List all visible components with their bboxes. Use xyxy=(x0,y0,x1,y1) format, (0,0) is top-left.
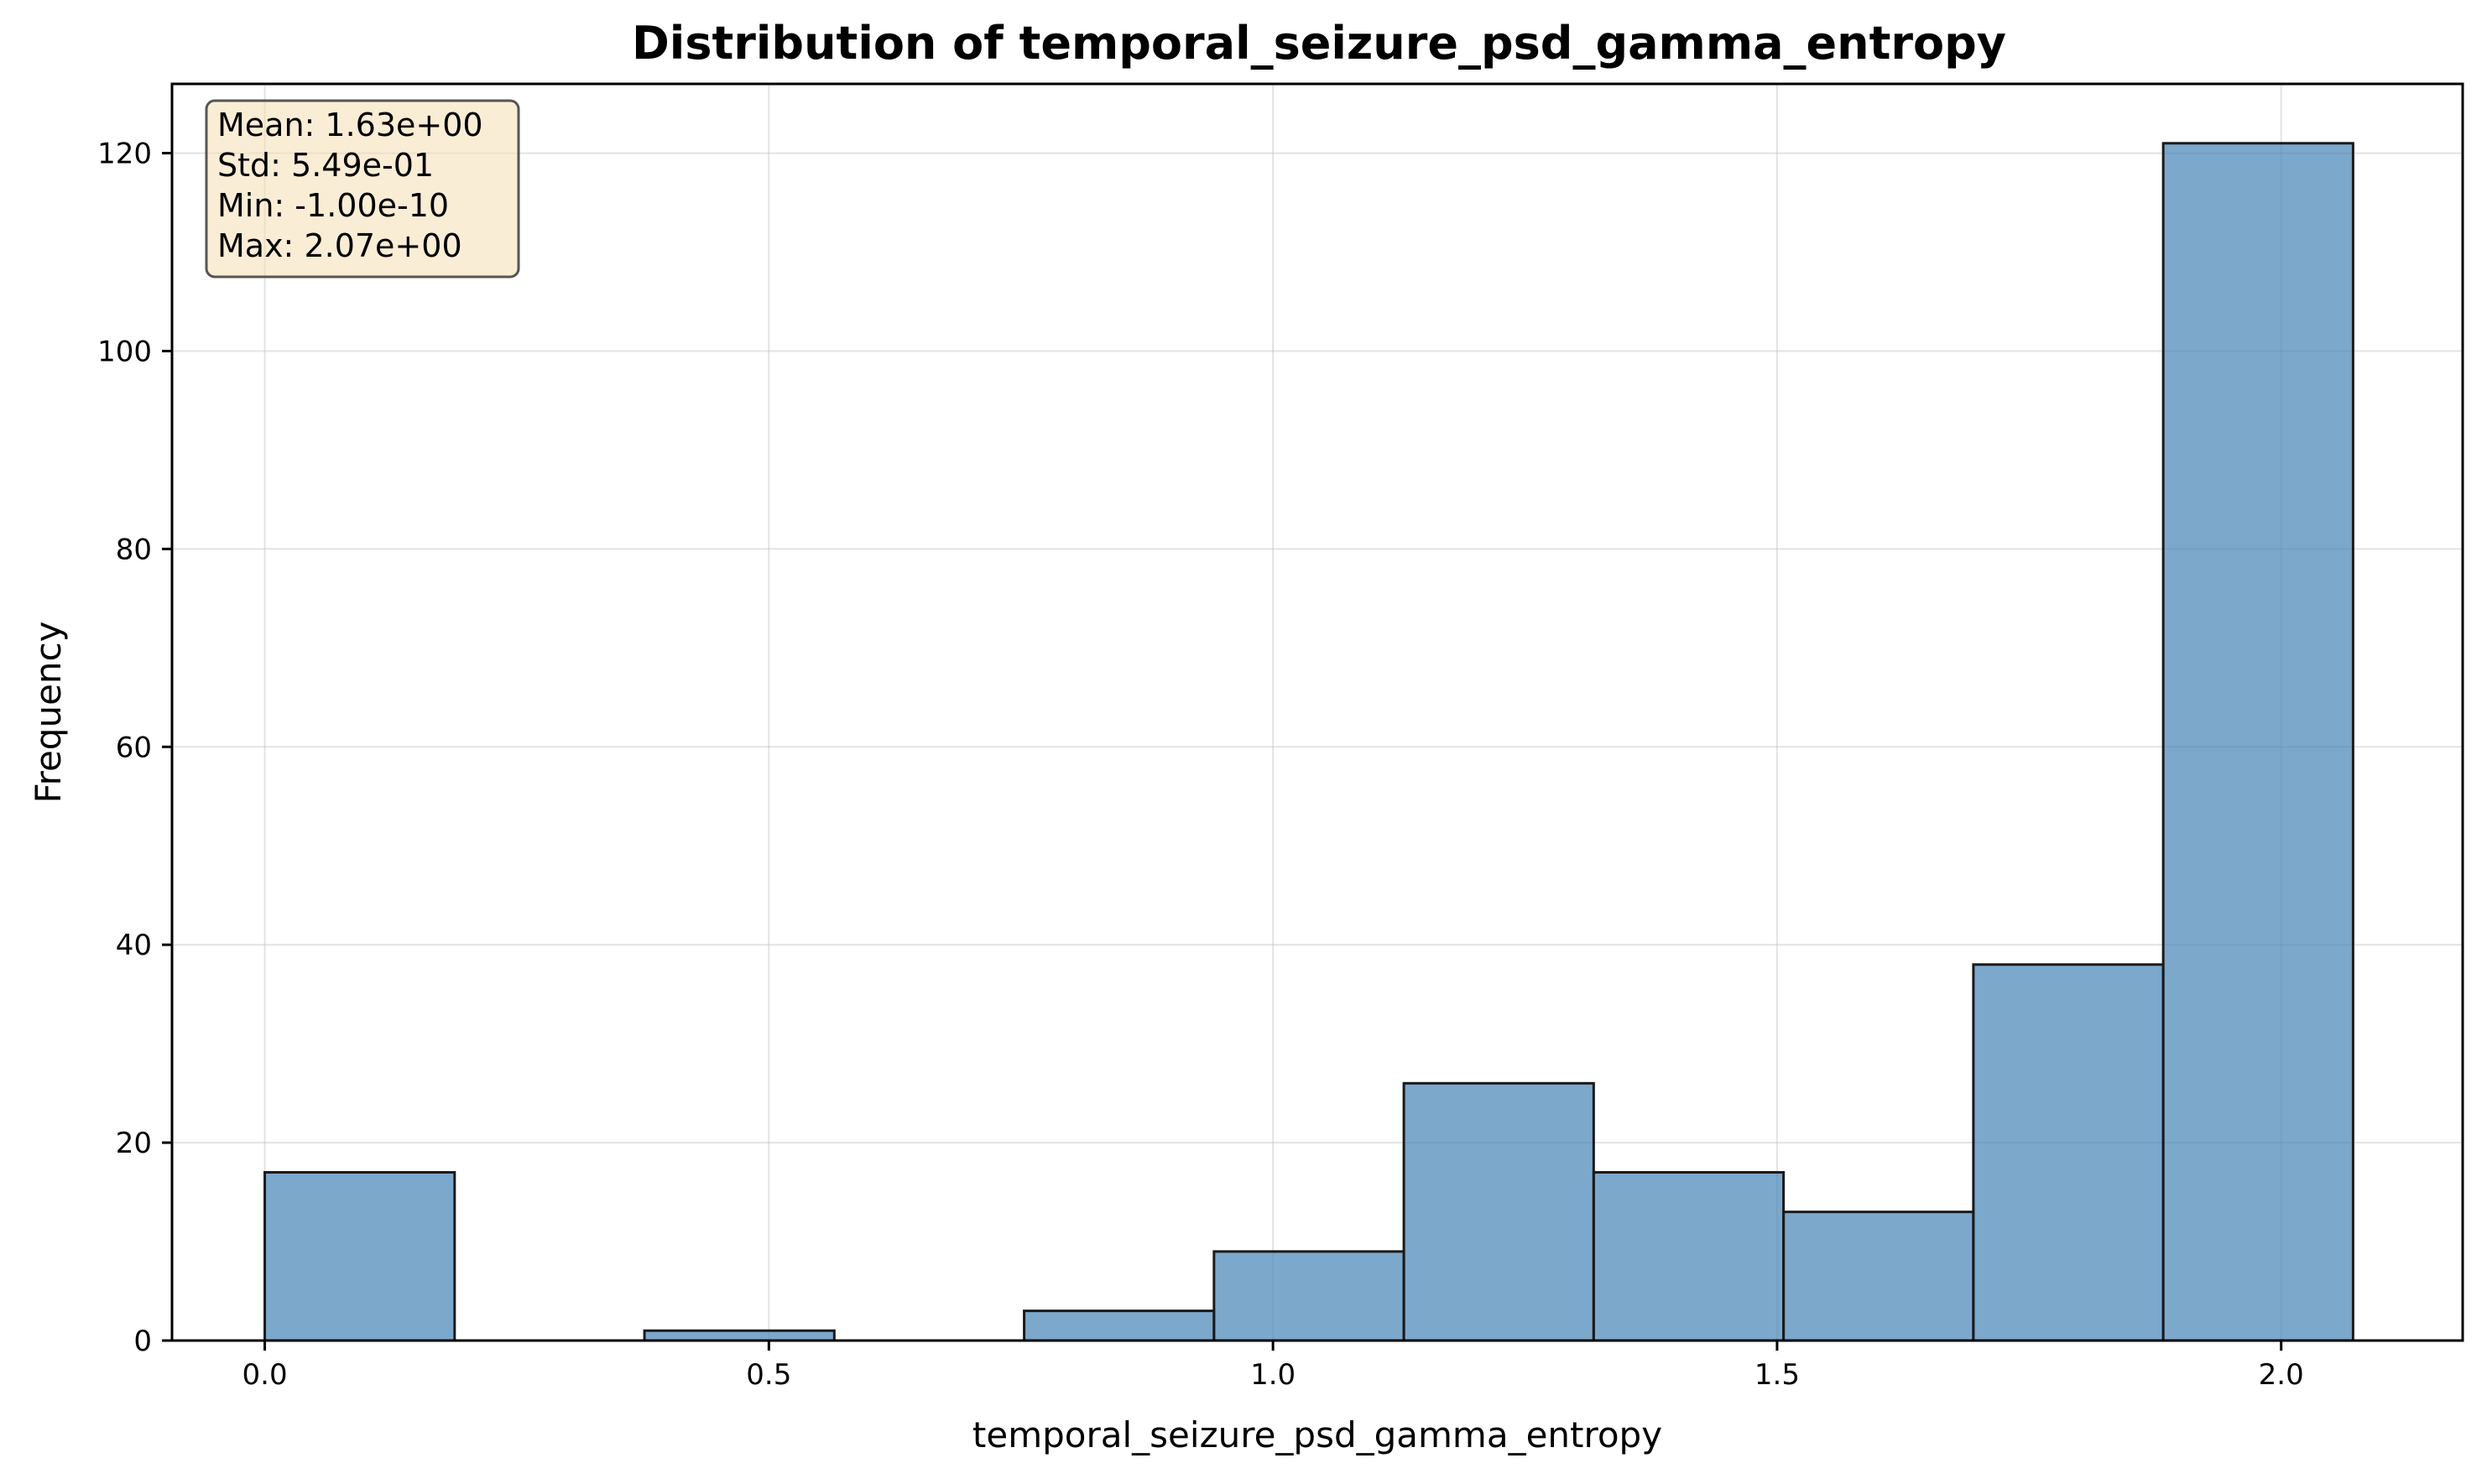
x-axis-ticks: 0.0 0.5 1.0 1.5 2.0 xyxy=(242,1341,2304,1392)
y-axis-ticks: 0 20 40 60 80 100 120 xyxy=(97,138,172,1358)
x-tick-label: 2.0 xyxy=(2259,1358,2304,1392)
histogram-bar xyxy=(1023,1310,1216,1342)
histogram-bar xyxy=(1402,1081,1595,1342)
y-tick-label: 120 xyxy=(97,138,152,171)
histogram-bars xyxy=(263,142,2354,1342)
histogram-bar xyxy=(1212,1250,1405,1342)
axes-frame xyxy=(170,82,2464,1342)
chart-title: Distribution of temporal_seizure_psd_gam… xyxy=(632,17,2006,70)
x-tick-label: 0.5 xyxy=(746,1358,791,1392)
y-tick-label: 60 xyxy=(116,731,152,764)
y-tick-label: 20 xyxy=(116,1127,152,1160)
histogram-bar xyxy=(263,1170,456,1342)
histogram-bar xyxy=(1592,1170,1786,1342)
x-tick-label: 1.5 xyxy=(1754,1358,1800,1392)
stats-min: Min: -1.00e-10 xyxy=(217,187,449,224)
y-tick-label: 40 xyxy=(116,929,152,962)
y-tick-label: 0 xyxy=(133,1325,152,1358)
x-tick-label: 1.0 xyxy=(1250,1358,1296,1392)
x-tick-label: 0.0 xyxy=(242,1358,288,1392)
y-tick-label: 80 xyxy=(116,533,152,566)
y-tick-label: 100 xyxy=(97,335,152,368)
histogram-bar xyxy=(2161,142,2354,1342)
histogram-bar xyxy=(1972,963,2165,1342)
y-axis-label: Frequency xyxy=(28,622,69,804)
histogram-bar xyxy=(1782,1211,1975,1342)
stats-max: Max: 2.07e+00 xyxy=(217,227,462,264)
x-axis-label: temporal_seizure_psd_gamma_entropy xyxy=(972,1414,1662,1455)
stats-std: Std: 5.49e-01 xyxy=(217,147,434,184)
stats-box-background xyxy=(205,99,520,279)
stats-box: Mean: 1.63e+00 Std: 5.49e-01 Min: -1.00e… xyxy=(205,99,520,279)
histogram-bar xyxy=(643,1329,836,1342)
stats-mean: Mean: 1.63e+00 xyxy=(217,107,483,143)
